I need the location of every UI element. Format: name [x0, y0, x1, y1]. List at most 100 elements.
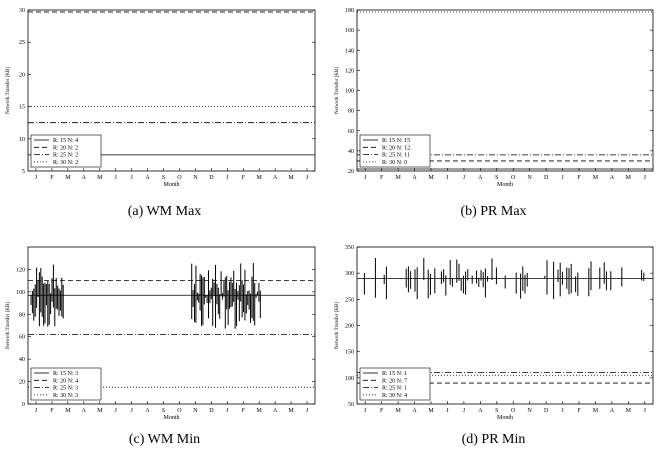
- x-tick-label: J: [226, 408, 229, 414]
- x-tick-label: M: [395, 408, 401, 414]
- legend-label-4: R: 30 N: 4: [382, 393, 407, 399]
- legend: R: 15 N: 15R: 20 N: 12 R: 25 N: 11R: 30 N…: [359, 134, 431, 168]
- y-axis-label: Network Transfer [KB]: [6, 302, 11, 349]
- x-tick-label: M: [257, 408, 263, 414]
- y-tick-label: 100: [345, 376, 354, 382]
- legend-label-3: R: 25 N: 2: [53, 153, 78, 159]
- legend-label-3: R: 25 N: 11: [382, 153, 410, 159]
- legend-label-3: R: 25 N: 1: [382, 386, 407, 392]
- x-tick-label: J: [115, 175, 118, 181]
- plot-frame: [27, 246, 316, 405]
- x-tick-label: J: [226, 175, 229, 181]
- caption-c: (c) WM Min: [128, 432, 201, 447]
- y-tick-label: 200: [345, 324, 354, 330]
- x-tick-label: S: [495, 408, 498, 414]
- y-tick-label: 25: [19, 40, 25, 46]
- x-tick-label: A: [145, 175, 150, 181]
- y-tick-label: 50: [348, 402, 354, 408]
- y-tick-label: 180: [345, 8, 354, 14]
- x-tick-label: J: [35, 408, 38, 414]
- x-tick-label: F: [577, 175, 581, 181]
- y-tick-label: 140: [345, 48, 354, 54]
- x-tick-label: J: [463, 175, 466, 181]
- x-tick-label: S: [162, 175, 165, 181]
- x-tick-label: F: [242, 175, 246, 181]
- y-tick-label: 160: [345, 28, 354, 34]
- x-tick-label: F: [380, 408, 384, 414]
- chart-panel-a: 5 10 15 20 25 30 J F M A M J J A S O N D J F M A M J Month Networ…: [6, 8, 316, 188]
- y-tick-label: 60: [19, 335, 25, 341]
- x-tick-label: J: [130, 175, 133, 181]
- x-tick-label: A: [82, 408, 87, 414]
- x-tick-label: N: [527, 408, 532, 414]
- x-tick-label: M: [626, 175, 632, 181]
- x-tick-label: D: [209, 408, 214, 414]
- x-tick-label: O: [511, 408, 516, 414]
- x-tick-label: A: [145, 408, 150, 414]
- caption-b: (b) PR Max: [460, 204, 527, 219]
- legend-label-1: R: 15 N: 15: [382, 138, 410, 144]
- x-tick-label: J: [561, 408, 564, 414]
- x-tick-label: N: [527, 175, 532, 181]
- x-tick-label: M: [288, 175, 294, 181]
- x-tick-label: J: [644, 408, 647, 414]
- legend-label-1: R: 15 N: 1: [382, 371, 407, 377]
- x-tick-label: M: [593, 408, 599, 414]
- x-tick-label: M: [428, 175, 434, 181]
- y-tick-label: 15: [19, 105, 25, 111]
- x-axis-label: Month: [163, 415, 179, 421]
- x-tick-label: M: [257, 175, 263, 181]
- x-tick-label: M: [97, 408, 103, 414]
- legend-label-3: R: 25 N: 3: [53, 386, 78, 392]
- x-tick-label: A: [610, 175, 615, 181]
- x-tick-label: M: [395, 175, 401, 181]
- legend: R: 15 N: 4R: 20 N: 2 R: 25 N: 2R: 30 N: 2: [30, 134, 102, 168]
- y-tick-label: 40: [348, 149, 354, 155]
- x-tick-label: O: [511, 175, 516, 181]
- x-tick-label: A: [412, 408, 417, 414]
- y-tick-label: 0: [22, 402, 25, 408]
- x-tick-label: M: [593, 175, 599, 181]
- y-tick-label: 20: [19, 72, 25, 78]
- x-tick-label: J: [130, 408, 133, 414]
- x-tick-label: M: [97, 175, 103, 181]
- x-tick-label: A: [478, 408, 483, 414]
- y-axis-label: Network Transfer [KB]: [6, 67, 11, 114]
- chart-panel-d: 50 100 150 200 250 300 350 J F M A M J J A S O N D J F M A M J Mo…: [335, 245, 654, 421]
- x-tick-label: A: [273, 408, 278, 414]
- plot-frame: [27, 9, 316, 172]
- legend: R: 15 N: 1R: 20 N: 7 R: 25 N: 1R: 30 N: 4: [359, 367, 431, 401]
- legend-label-2: R: 20 N: 12: [382, 145, 410, 151]
- x-tick-label: N: [193, 408, 198, 414]
- x-tick-label: O: [177, 408, 182, 414]
- x-tick-label: J: [364, 408, 367, 414]
- x-tick-label: A: [478, 175, 483, 181]
- x-tick-label: D: [544, 175, 549, 181]
- legend-label-1: R: 15 N: 3: [53, 371, 78, 377]
- y-tick-label: 5: [22, 169, 25, 175]
- chart-panel-b: 20 40 60 80 100 120 140 160 180 J F M A M J J A S O N D J F M A M…: [335, 8, 654, 188]
- x-tick-label: J: [115, 408, 118, 414]
- caption-a: (a) WM Max: [127, 204, 202, 219]
- x-tick-label: N: [193, 175, 198, 181]
- y-tick-label: 120: [345, 68, 354, 74]
- x-tick-label: M: [65, 408, 71, 414]
- legend-label-2: R: 20 N: 2: [53, 145, 78, 151]
- x-tick-label: A: [610, 408, 615, 414]
- y-tick-label: 80: [348, 109, 354, 115]
- chart-panel-c: 0 20 40 60 80 100 120 J F M A M J J A S O N D J F M A M J Month Ne…: [6, 246, 316, 421]
- x-tick-label: M: [65, 175, 71, 181]
- y-tick-label: 80: [19, 312, 25, 318]
- x-tick-label: A: [412, 175, 417, 181]
- legend-label-1: R: 15 N: 4: [53, 138, 78, 144]
- x-tick-label: A: [82, 175, 87, 181]
- x-axis-label: Month: [497, 415, 513, 421]
- x-tick-label: F: [380, 175, 384, 181]
- x-tick-label: S: [162, 408, 165, 414]
- legend-label-4: R: 30 N: 3: [53, 393, 78, 399]
- x-tick-label: O: [177, 175, 182, 181]
- y-tick-label: 250: [345, 297, 354, 303]
- y-tick-label: 60: [348, 129, 354, 135]
- x-tick-label: M: [626, 408, 632, 414]
